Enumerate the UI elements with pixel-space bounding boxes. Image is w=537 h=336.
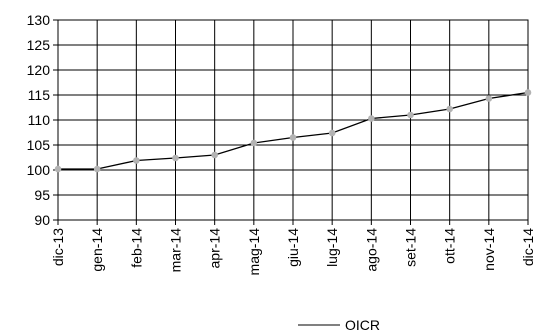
data-point (93, 165, 101, 173)
x-tick-label: dic-14 (520, 228, 536, 266)
grid (57, 19, 529, 221)
x-tick-label: gen-14 (89, 228, 105, 272)
data-point (328, 129, 336, 137)
x-tick-label: feb-14 (128, 228, 144, 268)
data-point (133, 157, 140, 164)
y-tick-label: 90 (34, 212, 50, 228)
data-point (289, 134, 297, 141)
data-point (54, 165, 62, 173)
x-tick-label: mar-14 (168, 228, 184, 273)
data-point (172, 154, 179, 162)
legend: OICR (298, 317, 380, 333)
y-tick-label: 120 (27, 62, 51, 78)
x-tick-label: mag-14 (246, 228, 262, 276)
x-tick-label: lug-14 (324, 228, 340, 267)
y-axis-ticks: 90 95 100 105 110 115 120 125 130 (27, 12, 58, 228)
data-point (368, 115, 375, 122)
x-tick-label: ago-14 (363, 228, 379, 272)
x-tick-label: set-14 (403, 228, 419, 267)
x-tick-label: apr-14 (207, 228, 223, 269)
x-axis-ticks: dic-13 gen-14 feb-14 mar-14 apr-14 mag-14 giu-… (50, 220, 536, 275)
data-point (407, 111, 414, 119)
data-point (446, 105, 453, 113)
legend-label-oicr: OICR (345, 317, 380, 333)
data-point (485, 95, 493, 102)
y-tick-label: 115 (28, 87, 51, 103)
x-tick-label: ott-14 (442, 228, 458, 264)
series-oicr (54, 89, 532, 173)
y-tick-label: 95 (34, 187, 50, 203)
y-tick-label: 125 (27, 37, 51, 53)
y-tick-label: 110 (28, 112, 51, 128)
y-tick-label: 130 (27, 12, 51, 28)
y-tick-label: 100 (27, 162, 51, 178)
x-tick-label: dic-13 (50, 228, 66, 266)
data-point (524, 89, 532, 96)
x-tick-label: nov-14 (481, 228, 497, 271)
data-point (211, 151, 218, 159)
x-tick-label: giu-14 (285, 228, 301, 267)
y-tick-label: 105 (27, 137, 51, 153)
data-point (250, 139, 258, 147)
